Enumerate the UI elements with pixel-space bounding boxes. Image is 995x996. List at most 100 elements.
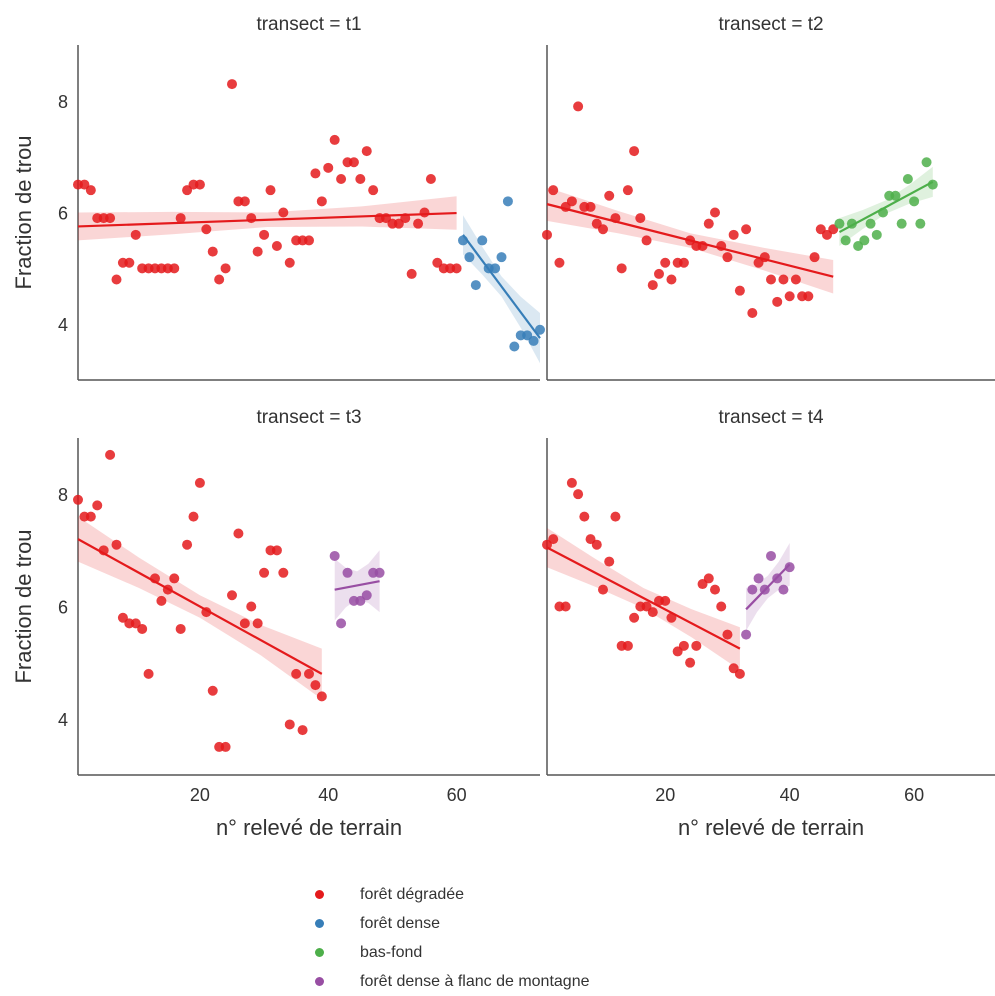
data-point xyxy=(304,235,314,246)
data-point xyxy=(502,196,513,207)
data-point xyxy=(566,477,577,488)
data-point xyxy=(604,190,615,201)
data-point xyxy=(542,229,552,240)
data-point xyxy=(477,235,488,246)
data-point xyxy=(355,595,366,606)
data-point xyxy=(747,584,758,595)
data-point xyxy=(660,595,671,606)
data-point xyxy=(105,213,116,224)
data-point xyxy=(784,562,795,573)
data-point xyxy=(207,685,218,696)
data-point xyxy=(753,573,764,584)
data-point xyxy=(703,218,714,229)
y-tick-label: 8 xyxy=(58,485,68,505)
data-point xyxy=(355,174,366,184)
data-point xyxy=(909,196,920,207)
data-point xyxy=(528,335,539,346)
data-point xyxy=(130,229,141,240)
data-point xyxy=(598,224,608,235)
legend-label: forêt dégradée xyxy=(360,885,465,903)
data-point xyxy=(194,179,205,190)
data-point xyxy=(182,539,193,550)
data-point xyxy=(496,252,507,263)
confidence-band xyxy=(78,196,457,241)
data-point xyxy=(105,449,116,460)
data-point xyxy=(865,218,876,229)
data-point xyxy=(284,719,295,730)
data-point xyxy=(691,640,702,651)
data-point xyxy=(560,601,571,612)
y-axis-label: Fraction de trou xyxy=(11,529,36,683)
data-point xyxy=(368,185,379,196)
confidence-band xyxy=(78,516,322,700)
data-point xyxy=(451,263,462,274)
panel-title: transect = t4 xyxy=(718,407,824,428)
data-point xyxy=(406,268,417,279)
data-point xyxy=(336,618,347,629)
data-point xyxy=(220,741,231,752)
data-point xyxy=(413,218,424,229)
data-point xyxy=(915,218,926,229)
data-point xyxy=(188,511,199,522)
data-point xyxy=(803,291,814,302)
regression-line xyxy=(77,211,457,228)
data-point xyxy=(246,213,257,224)
data-point xyxy=(573,101,584,112)
data-point xyxy=(766,274,776,285)
data-point xyxy=(734,285,745,296)
data-point xyxy=(902,174,913,184)
data-point xyxy=(647,607,658,618)
regression-line xyxy=(77,538,323,675)
data-point xyxy=(604,556,615,567)
data-point xyxy=(329,550,340,561)
legend-item: forêt dense xyxy=(315,909,590,938)
y-tick-label: 6 xyxy=(58,598,68,618)
x-tick-label: 40 xyxy=(318,785,338,805)
data-point xyxy=(291,668,302,679)
legend-item: bas-fond xyxy=(315,938,590,967)
data-point xyxy=(766,550,776,561)
data-point xyxy=(111,539,122,550)
data-point xyxy=(194,477,205,488)
data-point xyxy=(647,280,658,291)
legend-dot xyxy=(315,948,324,957)
data-point xyxy=(598,584,608,595)
data-point xyxy=(470,280,481,291)
data-point xyxy=(259,229,270,240)
data-point xyxy=(464,252,475,263)
y-axis-label: Fraction de trou xyxy=(11,135,36,289)
panel: transect = t4 20 40 60 n° relevé de terrain xyxy=(542,407,995,840)
data-point xyxy=(220,263,231,274)
data-point xyxy=(622,640,633,651)
data-point xyxy=(316,691,327,702)
data-point xyxy=(316,196,327,207)
x-axis-label: n° relevé de terrain xyxy=(678,815,864,840)
x-tick-label: 60 xyxy=(447,785,467,805)
data-point xyxy=(890,190,901,201)
data-point xyxy=(111,274,122,285)
data-point xyxy=(834,218,845,229)
data-point xyxy=(734,668,745,679)
data-point xyxy=(239,196,250,207)
data-point xyxy=(207,246,218,257)
data-point xyxy=(722,629,733,640)
panel: transect = t1 4 6 8 Fraction de trou xyxy=(11,14,545,381)
data-point xyxy=(304,668,314,679)
regression-line xyxy=(745,563,791,611)
data-point xyxy=(728,229,739,240)
data-point xyxy=(419,207,430,218)
data-point xyxy=(710,584,720,595)
data-point xyxy=(169,263,180,274)
panel: transect = t2 xyxy=(542,14,995,381)
panel: transect = t3 4 6 8 Fraction de trou 20 40 60 n°… xyxy=(11,407,540,840)
data-point xyxy=(585,201,596,212)
data-point xyxy=(716,601,727,612)
panel-title: transect = t1 xyxy=(256,14,361,35)
data-point xyxy=(214,274,225,285)
data-point xyxy=(573,489,584,500)
data-point xyxy=(124,257,135,268)
data-point xyxy=(271,545,282,556)
data-point xyxy=(616,263,627,274)
